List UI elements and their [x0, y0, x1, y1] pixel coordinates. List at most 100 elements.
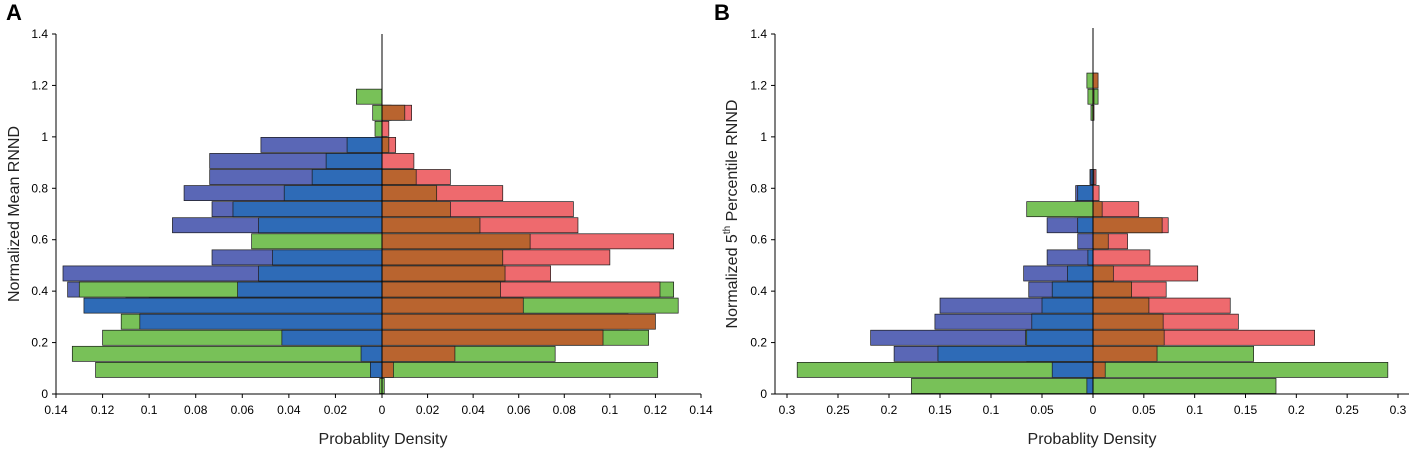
panel-a-bar-left-blue-7	[258, 265, 383, 282]
panel-a-bar-right-orange-12	[381, 185, 438, 201]
panel-b-y-tick-label-5: 1	[760, 130, 767, 144]
panel-a-y-axis-title: Normalized Mean RNND	[6, 126, 23, 302]
panel-a-x-tick-left-6-label: 0.02	[324, 403, 348, 417]
panel-b-bar-left-green-11	[1026, 201, 1094, 218]
panel-b-bar-left-blue-10	[1077, 217, 1094, 234]
panel-a-bar-right-orange-15	[381, 137, 390, 153]
panel-b-bar-right-green-1	[1092, 362, 1389, 378]
panel-a-bar-left-blue-1	[370, 362, 383, 378]
panel-a-bar-right-orange-17	[381, 104, 406, 121]
panel-b-bar-left-blue-3	[1026, 329, 1094, 346]
panel-b-x-tick-right-3-label: 0.2	[1288, 403, 1305, 417]
panel-a-x-tick-right-4-label: 0.1	[602, 403, 619, 417]
panel-a-bar-right-orange-1	[381, 362, 394, 378]
panel-b-bars	[796, 72, 1389, 394]
panel-a-bar-left-blue-10	[258, 217, 383, 234]
panel-b-bar-right-orange-19	[1092, 72, 1099, 89]
panel-a-bar-left-green-17	[372, 104, 383, 121]
panel-b-x-tick-left-5-label: 0.05	[1030, 403, 1054, 417]
panel-b-y-tick-label-1: 0.2	[750, 336, 767, 350]
panel-b-bar-right-orange-11	[1092, 201, 1103, 218]
panel-b-bar-right-orange-7	[1092, 265, 1114, 282]
panel-a-bar-left-blue-11	[232, 201, 383, 218]
panel-a-bar-left-blue-3	[281, 329, 383, 346]
panel-a-bar-right-green-1	[381, 362, 659, 378]
panel-b-y-axis-title-sup: th	[722, 226, 733, 234]
panel-b-y-axis-title-main: Normalized 5	[724, 234, 741, 328]
panel-b-x-tick-left-4-label: 0.1	[983, 403, 1000, 417]
panel-a-bar-right-orange-4	[381, 313, 656, 330]
panel-a-bars	[62, 88, 679, 394]
panel-a-x-tick-center-label: 0	[379, 403, 386, 417]
panel-a-ticks: 0 0.2 0.4 0.6 0.8 1 1.2 1.4 0.14 0.12 0.1 0.08 0.06 0…	[31, 27, 713, 417]
panel-b-bar-left-blue-6	[1051, 281, 1094, 298]
panel-a-bar-right-red-16	[381, 120, 390, 137]
panel-a-bar-right-orange-13	[381, 169, 417, 185]
panel-b-bar-right-orange-10	[1092, 217, 1163, 234]
panel-a-bar-left-green-16	[374, 120, 383, 137]
panel-a: A Normalized Mean RNND Probablity Densit…	[6, 0, 713, 448]
panel-a-x-tick-left-1-label: 0.12	[91, 403, 115, 417]
panel-a-x-tick-left-5-label: 0.04	[277, 403, 301, 417]
panel-a-bar-left-blue-5	[83, 297, 383, 314]
panel-b-x-tick-right-0-label: 0.05	[1132, 403, 1156, 417]
panel-a-bar-left-green-1	[95, 362, 383, 378]
panel-a-bar-left-blue-13	[311, 169, 383, 185]
panel-b-bar-left-green-1	[796, 362, 1094, 378]
panel-b-bar-left-blue-4	[1031, 313, 1094, 330]
panel-b-bar-left-outer-9	[1077, 233, 1094, 250]
panel-a-x-tick-right-6-label: 0.14	[689, 403, 713, 417]
panel-a-bar-right-orange-10	[381, 217, 481, 234]
panel-b-y-tick-label-2: 0.4	[750, 284, 767, 298]
panel-b-ticks: 0 0.2 0.4 0.6 0.8 1 1.2 1.4 0.3 0.25 0.2 0.15 0.1 0.0…	[750, 27, 1406, 417]
panel-a-bar-right-orange-6	[381, 281, 501, 298]
panel-b-bar-right-orange-1	[1092, 362, 1106, 378]
panel-b-y-axis-title: Normalized 5th Percentile RNND	[722, 100, 741, 329]
panel-a-bar-right-red-14	[381, 153, 415, 169]
panel-a-x-tick-right-3-label: 0.08	[553, 403, 577, 417]
panel-b-bar-left-outer-8	[1046, 249, 1094, 266]
panel-a-x-tick-right-2-label: 0.06	[507, 403, 531, 417]
panel-b-bar-left-blue-8	[1087, 249, 1094, 266]
panel-b-y-tick-label-3: 0.6	[750, 233, 767, 247]
panel-b-y-tick-label-6: 1.2	[750, 78, 767, 92]
panel-a-bar-right-orange-9	[381, 233, 531, 250]
panel-b-x-tick-right-4-label: 0.25	[1335, 403, 1359, 417]
panel-b-x-tick-left-3-label: 0.15	[928, 403, 952, 417]
panel-b-x-tick-left-0-label: 0.3	[779, 403, 796, 417]
panel-b-bar-right-red-12	[1092, 185, 1100, 201]
panel-b-bar-right-orange-5	[1092, 297, 1150, 314]
panel-b-bar-right-orange-3	[1092, 329, 1165, 346]
panel-a-x-tick-left-0-label: 0.14	[44, 403, 68, 417]
panel-b-bar-left-green-18	[1087, 88, 1094, 105]
panel-b-bar-left-green-0	[911, 378, 1094, 394]
panel-a-x-tick-right-5-label: 0.12	[644, 403, 668, 417]
panel-a-y-tick-label-2: 0.4	[31, 284, 48, 298]
panel-b-bar-left-blue-5	[1041, 297, 1094, 314]
panel-b-y-tick-label-0: 0	[760, 387, 767, 401]
panel-a-bar-left-green-2	[71, 345, 383, 362]
panel-a-y-tick-label-5: 1	[41, 130, 48, 144]
panel-b-y-tick-label-4: 0.8	[750, 181, 767, 195]
panel-b-bar-left-blue-0	[1086, 378, 1094, 394]
panel-b-x-tick-right-2-label: 0.15	[1234, 403, 1258, 417]
panel-a-x-tick-left-2-label: 0.1	[141, 403, 158, 417]
panel-b-bar-left-blue-7	[1067, 265, 1094, 282]
panel-b-x-tick-right-5-label: 0.3	[1390, 403, 1407, 417]
panel-a-y-tick-label-6: 1.2	[31, 78, 48, 92]
panel-b-bar-right-orange-6	[1092, 281, 1132, 298]
panel-b-y-tick-label-7: 1.4	[750, 27, 767, 41]
panel-b-bar-left-blue-1	[1051, 362, 1094, 378]
panel-a-bar-left-green-18	[356, 88, 383, 105]
panel-a-x-tick-right-1-label: 0.04	[461, 403, 485, 417]
panel-b-bar-right-orange-9	[1092, 233, 1109, 250]
panel-b: B Normalized 5th Percentile RNND Probabl…	[714, 0, 1409, 448]
panel-a-bar-left-blue-2	[360, 345, 383, 362]
panel-a-bar-right-orange-8	[381, 249, 504, 266]
panel-a-bar-left-green-9	[251, 233, 383, 250]
panel-b-bar-right-red-8	[1092, 249, 1151, 266]
panel-a-bar-right-orange-5	[381, 297, 524, 314]
panel-a-bar-left-blue-12	[283, 185, 383, 201]
panel-a-bar-left-blue-8	[272, 249, 383, 266]
